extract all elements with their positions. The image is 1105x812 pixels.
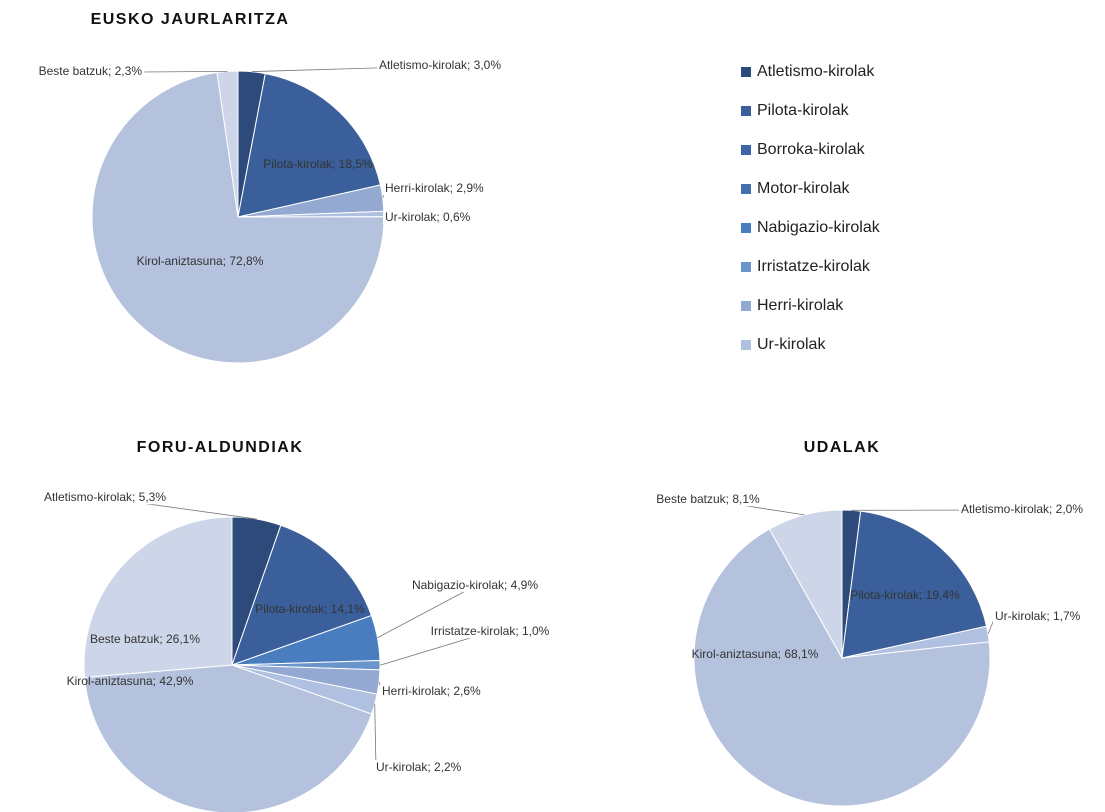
pie-slice <box>768 509 843 660</box>
label-bg <box>41 490 169 505</box>
pie-slice <box>841 510 988 659</box>
data-label: Ur-kirolak; 1,7% <box>995 609 1081 623</box>
legend-swatch <box>741 301 751 311</box>
legend-swatch <box>741 340 751 350</box>
label-bg <box>428 624 552 639</box>
pie-slice <box>91 71 385 364</box>
data-label: Herri-kirolak; 2,9% <box>385 181 484 195</box>
legend-label: Atletismo-kirolak <box>757 63 875 80</box>
data-label: Beste batzuk; 8,1% <box>656 492 760 506</box>
leader-line <box>377 585 476 639</box>
data-label: Pilota-kirolak; 19,4% <box>850 588 960 602</box>
legend-label: Motor-kirolak <box>757 180 850 197</box>
pie-title: FORU-ALDUNDIAK <box>137 439 304 456</box>
label-bg <box>409 578 541 593</box>
legend-swatch <box>741 106 751 116</box>
data-label: Pilota-kirolak; 14,1% <box>255 602 365 616</box>
leader-line <box>141 70 228 73</box>
data-label: Beste batzuk; 26,1% <box>90 632 200 646</box>
pie-slice <box>693 528 991 807</box>
legend-label: Borroka-kirolak <box>757 141 866 158</box>
label-bg <box>654 492 763 507</box>
label-bg <box>376 58 504 73</box>
data-label: Pilota-kirolak; 18,5% <box>263 157 373 171</box>
data-label: Kirol-aniztasuna; 72,8% <box>137 254 264 268</box>
label-bg <box>383 181 487 196</box>
data-label: Nabigazio-kirolak; 4,9% <box>412 578 538 592</box>
label-bg <box>374 760 464 775</box>
pie-slice <box>231 524 373 666</box>
legend-label: Pilota-kirolak <box>757 102 850 119</box>
data-label: Herri-kirolak; 2,6% <box>382 684 481 698</box>
pie-title: UDALAK <box>804 439 881 456</box>
label-bg <box>993 609 1083 624</box>
data-label: Atletismo-kirolak; 3,0% <box>379 58 501 72</box>
label-bg <box>958 502 1086 517</box>
label-bg <box>383 210 473 225</box>
leader-line <box>374 704 377 769</box>
data-label: Ur-kirolak; 0,6% <box>385 210 471 224</box>
label-bg <box>36 64 145 79</box>
data-label: Atletismo-kirolak; 5,3% <box>44 490 166 504</box>
data-label: Kirol-aniztasuna; 42,9% <box>67 674 194 688</box>
pie-slice <box>83 516 233 678</box>
pie-title: EUSKO JAURLARITZA <box>91 11 290 28</box>
legend-label: Nabigazio-kirolak <box>757 219 881 236</box>
legend-swatch <box>741 223 751 233</box>
legend-swatch <box>741 184 751 194</box>
legend-swatch <box>741 145 751 155</box>
data-label: Ur-kirolak; 2,2% <box>376 760 462 774</box>
data-label: Irristatze-kirolak; 1,0% <box>431 624 550 638</box>
legend-swatch <box>741 262 751 272</box>
label-bg <box>380 684 484 699</box>
legend-swatch <box>741 67 751 77</box>
legend-label: Herri-kirolak <box>757 297 844 314</box>
legend-label: Irristatze-kirolak <box>757 258 871 275</box>
pie-slice <box>237 72 382 218</box>
data-label: Kirol-aniztasuna; 68,1% <box>692 647 819 661</box>
data-label: Atletismo-kirolak; 2,0% <box>961 502 1083 516</box>
data-label: Beste batzuk; 2,3% <box>39 64 143 78</box>
legend-label: Ur-kirolak <box>757 336 826 353</box>
